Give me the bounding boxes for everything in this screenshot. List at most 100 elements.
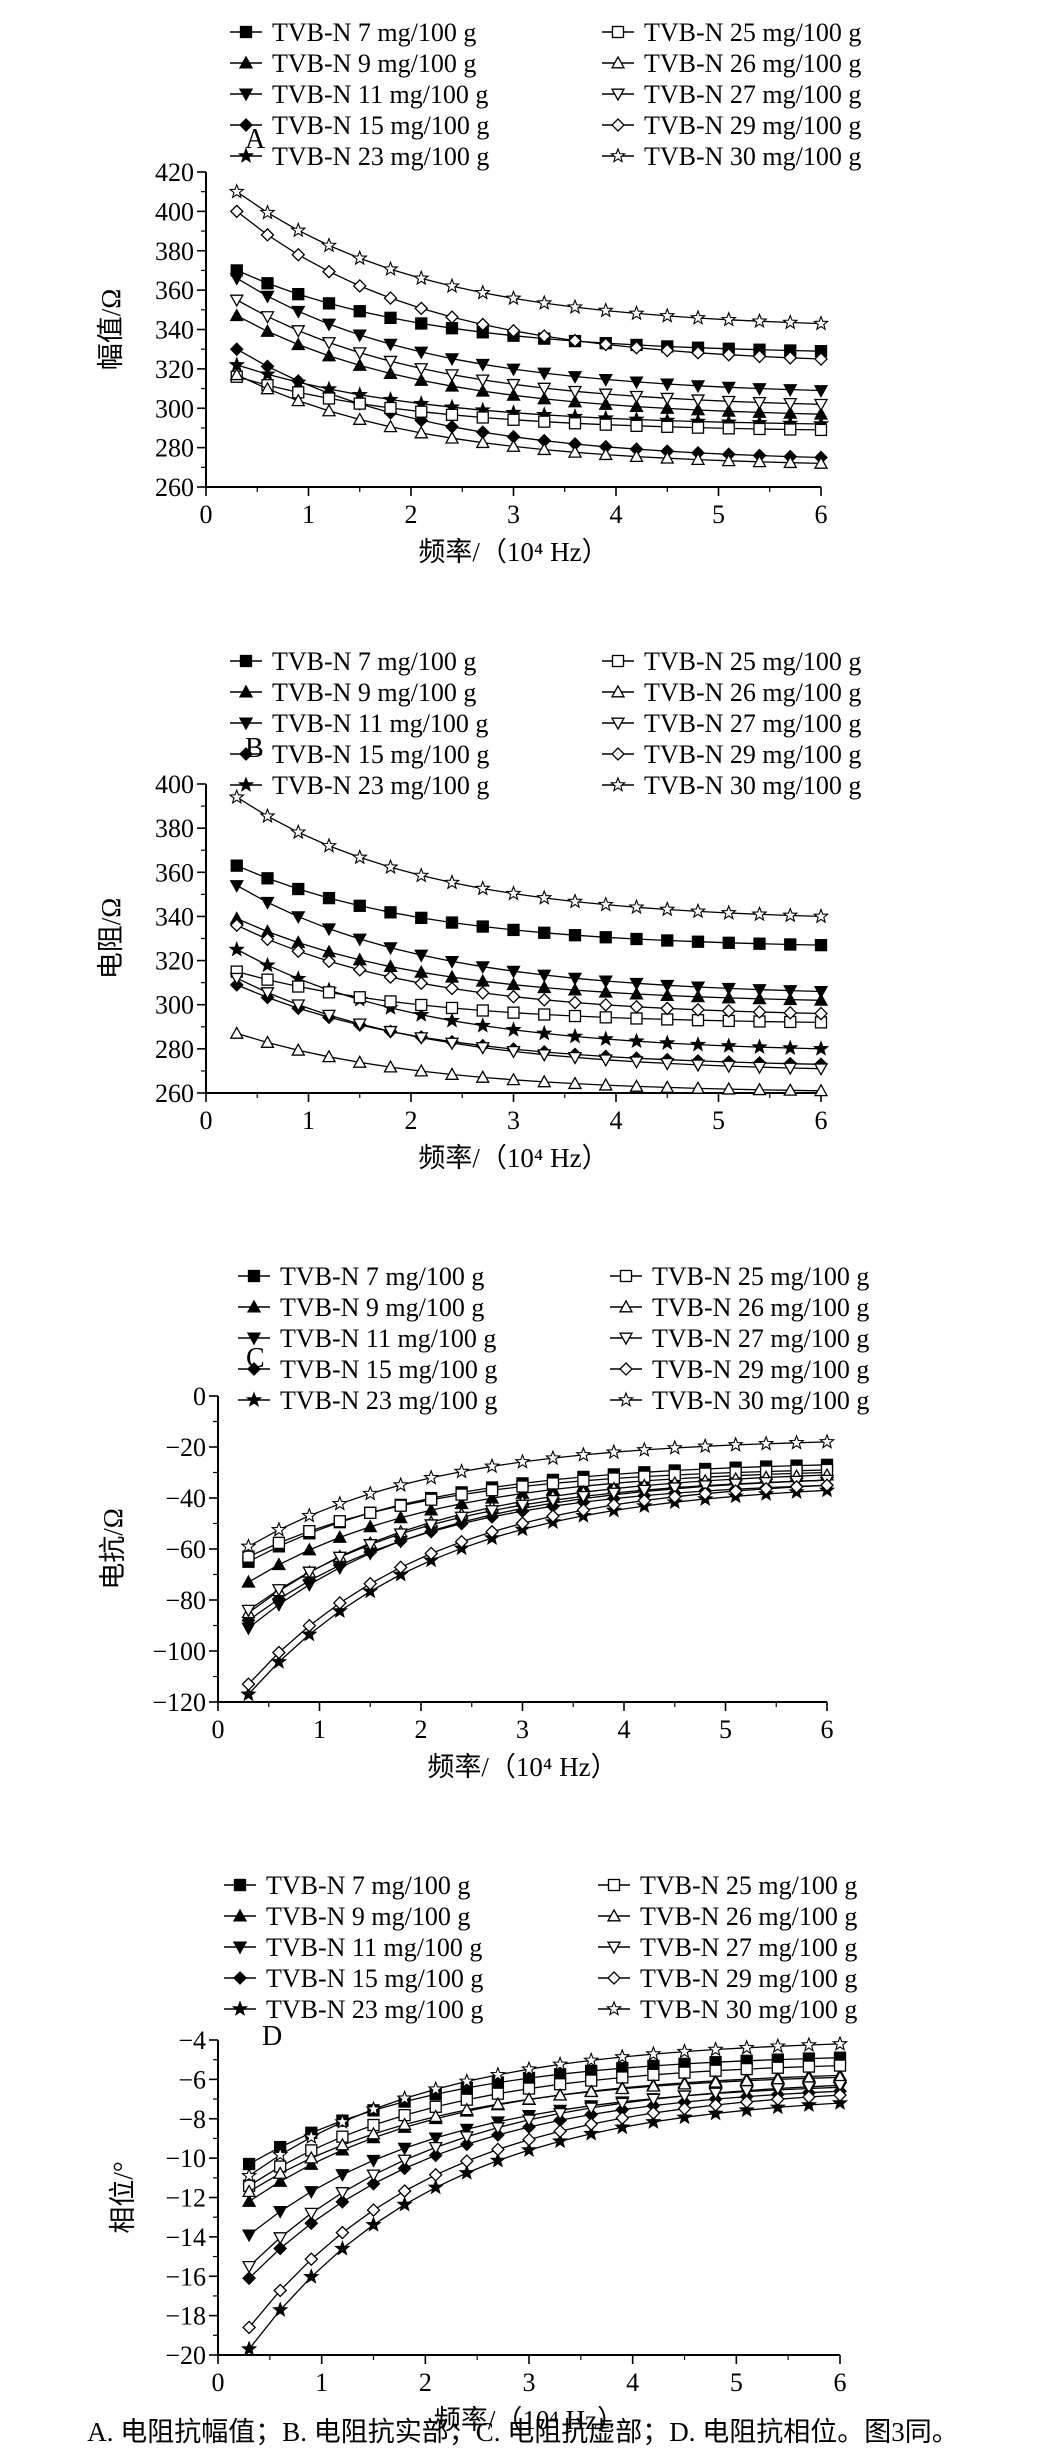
y-axis-label: 电抗/Ω (98, 1508, 128, 1590)
data-point (485, 1484, 499, 1497)
data-point (366, 2176, 381, 2191)
data-point (783, 350, 798, 365)
legend-marker (238, 55, 254, 69)
data-point (489, 2066, 507, 2082)
data-point (720, 311, 737, 327)
data-point (335, 2187, 350, 2200)
series-7 (229, 1026, 829, 1097)
data-point (751, 312, 768, 329)
data-point (366, 2203, 381, 2218)
legend-label: TVB-N 15 mg/100 g (280, 1355, 497, 1384)
data-point (352, 1055, 367, 1068)
data-point (707, 2040, 724, 2057)
data-point (676, 2108, 693, 2125)
legend-marker (619, 1269, 633, 1283)
data-point (352, 279, 367, 293)
data-point (445, 981, 459, 996)
data-point (507, 1006, 520, 1019)
legend-item: TVB-N 23 mg/100 g (238, 1386, 497, 1415)
data-point (322, 264, 336, 279)
y-tick-label: −6 (178, 2065, 206, 2094)
data-point (630, 419, 643, 432)
y-tick-label: −4 (178, 2026, 206, 2055)
data-point (393, 1510, 408, 1524)
data-point (567, 444, 583, 458)
data-point (690, 981, 706, 995)
legend-marker (606, 1908, 622, 1922)
data-point (677, 2090, 692, 2104)
legend-item: TVB-N 27 mg/100 g (598, 1933, 857, 1962)
data-point (382, 858, 399, 875)
data-point (576, 1503, 591, 1517)
data-point (335, 2225, 350, 2240)
data-point (322, 891, 336, 905)
data-point (645, 2113, 662, 2129)
data-point (721, 347, 736, 362)
data-point (584, 2117, 599, 2132)
y-tick-label: −80 (165, 1586, 206, 1615)
series-7 (229, 367, 829, 469)
data-point (290, 823, 307, 840)
legend-item: TVB-N 29 mg/100 g (610, 1355, 869, 1384)
data-point (229, 918, 244, 933)
data-point (721, 395, 736, 409)
data-point (271, 1584, 287, 1597)
legend-item: TVB-N 30 mg/100 g (602, 771, 861, 800)
data-point (813, 1083, 829, 1097)
data-point (331, 1495, 348, 1511)
y-tick-label: −60 (165, 1535, 206, 1564)
data-point (229, 294, 244, 308)
data-point (291, 325, 306, 338)
data-point (629, 376, 644, 390)
data-point (271, 1645, 286, 1660)
data-point (260, 324, 275, 337)
data-point (721, 1081, 736, 1095)
data-point (392, 1476, 409, 1492)
x-tick-label: 0 (200, 1106, 213, 1135)
y-tick-label: 400 (155, 197, 194, 226)
data-point (304, 2157, 319, 2170)
x-tick-label: 3 (523, 2368, 536, 2397)
data-point (577, 1474, 590, 1487)
x-tick-label: 0 (212, 1715, 225, 1744)
legend-label: TVB-N 30 mg/100 g (640, 1995, 857, 2024)
y-tick-label: 280 (155, 434, 194, 463)
series-10 (228, 183, 830, 331)
panel-label: D (262, 2021, 282, 2052)
legend-label: TVB-N 27 mg/100 g (644, 709, 861, 738)
data-point (333, 1515, 346, 1528)
data-point (292, 882, 305, 896)
data-point (475, 317, 490, 332)
series-2 (229, 308, 829, 420)
data-point (812, 315, 830, 331)
data-point (352, 412, 367, 425)
data-point (691, 421, 705, 434)
data-point (414, 425, 429, 439)
legend-label: TVB-N 7 mg/100 g (266, 1871, 470, 1900)
legend-label: TVB-N 25 mg/100 g (652, 1262, 869, 1291)
series-6 (230, 370, 828, 437)
data-point (259, 365, 276, 382)
data-point (782, 1039, 799, 1055)
series-9 (229, 204, 828, 366)
data-point (393, 1528, 408, 1542)
data-point (428, 2141, 443, 2155)
legend-marker (618, 1332, 634, 1346)
data-point (363, 1519, 378, 1533)
data-point (228, 788, 245, 805)
legend-item: TVB-N 9 mg/100 g (230, 678, 476, 707)
legend-marker (232, 1941, 248, 1955)
data-point (414, 976, 429, 991)
series-8 (229, 972, 829, 1077)
data-point (424, 1502, 439, 1516)
data-point (272, 2301, 289, 2317)
data-point (414, 949, 429, 963)
x-tick-label: 2 (405, 1106, 418, 1135)
data-point (382, 260, 399, 277)
data-point (321, 923, 337, 937)
data-point (739, 2094, 754, 2109)
data-point (260, 896, 275, 910)
data-point (536, 1024, 553, 1041)
data-point (605, 1443, 623, 1460)
data-point (240, 2167, 258, 2183)
